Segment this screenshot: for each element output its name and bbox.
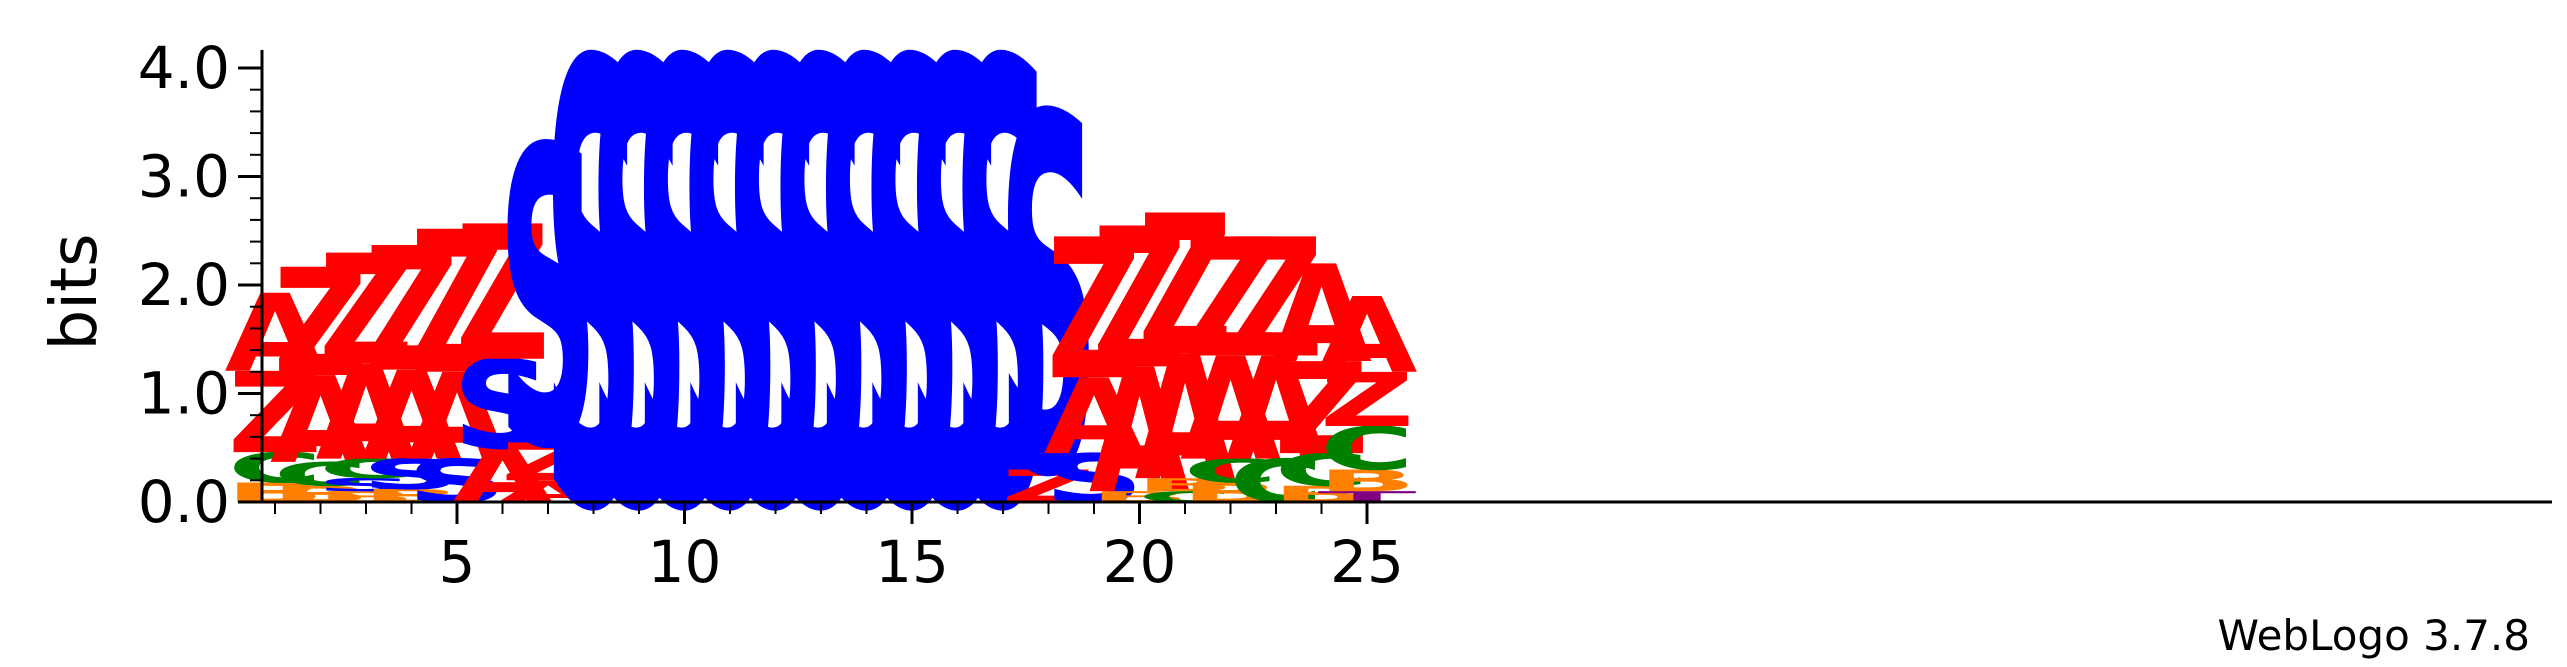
glyph-S-pos-17: S (952, 0, 1053, 647)
y-tick-label: 4.0 (138, 34, 230, 102)
glyph-A-pos-25: A (1317, 275, 1418, 397)
glyph-A-pos-23: A (1226, 329, 1327, 493)
y-tick-label: 0.0 (138, 468, 230, 536)
glyph-A-pos-2: A (270, 352, 371, 490)
glyph-A-pos-5: A (407, 349, 508, 487)
glyph-S-pos-8: S (543, 0, 644, 647)
axes (260, 50, 2552, 504)
y-tick-label: 3.0 (138, 143, 230, 211)
glyph-Z-pos-3: Z (319, 224, 414, 400)
glyph-A-pos-24: A (1271, 237, 1372, 393)
glyph-C-pos-25: C (1320, 414, 1414, 483)
glyph-A-pos-20: A (1089, 333, 1190, 532)
glyph-Z-pos-22: Z (1183, 204, 1278, 394)
glyph-S-pos-16: S (907, 0, 1008, 647)
glyph-A-pos-19: A (1044, 356, 1145, 478)
glyph-S-pos-6: S (452, 336, 553, 478)
glyph-S-pos-11: S (679, 0, 780, 647)
glyph-S-pos-7: S (497, 64, 598, 540)
glyph-Z-pos-23: Z (1229, 204, 1324, 394)
glyph-A-pos-22: A (1180, 329, 1281, 493)
x-tick-label: 10 (648, 528, 722, 596)
glyph-Z-pos-19: Z (1047, 198, 1142, 423)
x-tick-label: 20 (1103, 528, 1177, 596)
y-axis-label: bits (38, 234, 112, 351)
glyph-A-pos-1: A (225, 272, 326, 397)
y-axis-ticks: 0.0 1.0 2.0 3.0 4.0 (138, 34, 262, 536)
glyph-S-pos-14: S (816, 0, 917, 647)
glyph-S-pos-13: S (770, 0, 871, 647)
glyph-S-pos-10: S (634, 0, 735, 647)
y-tick-label: 1.0 (138, 360, 230, 428)
glyph-C-pos-24: C (1274, 444, 1368, 496)
glyph-B-pos-25: B (1317, 464, 1416, 499)
weblogo-version-label: WebLogo 3.7.8 (2218, 611, 2531, 660)
x-tick-label: 5 (439, 528, 476, 596)
glyph-Z-pos-5: Z (410, 190, 505, 418)
glyph-S-pos-15: S (861, 0, 962, 647)
glyph-A-pos-21: A (1135, 320, 1236, 519)
glyph-Z-pos-25: Z (1320, 357, 1415, 444)
glyph-C-pos-22: C (1183, 452, 1277, 490)
x-tick-label: 15 (875, 528, 949, 596)
glyph-stacks: BCZABCAZBSCAZBSAZSAZASZAZSSSSSSSSSSSZSSA… (225, 0, 1418, 647)
glyph-A-pos-4: A (361, 346, 462, 488)
glyph-A-pos-3: A (316, 337, 417, 489)
glyph-S-pos-18: S (998, 15, 1099, 586)
glyph-Z-pos-20: Z (1092, 187, 1187, 412)
x-tick-label: 25 (1330, 528, 1404, 596)
glyph-S-pos-3: S (315, 475, 416, 496)
y-tick-label: 2.0 (138, 251, 230, 319)
glyph-Z-pos-7: Z (501, 433, 596, 493)
glyph-Z-pos-4: Z (364, 211, 459, 410)
glyph-S-pos-12: S (725, 0, 826, 647)
glyph-S-pos-4: S (361, 451, 462, 499)
glyph-Z-pos-1: Z (228, 348, 323, 478)
glyph-C-pos-2: C (273, 456, 367, 494)
glyph-Z-pos-21: Z (1138, 174, 1233, 399)
glyph-C-pos-1: C (228, 444, 322, 493)
glyph-B-pos-21: B (1135, 475, 1234, 496)
glyph-Z-pos-2: Z (273, 237, 368, 410)
glyph-Z-pos-6: Z (455, 186, 550, 402)
glyph-S-pos-9: S (588, 0, 689, 647)
glyph-Z-pos-24: Z (1274, 337, 1369, 484)
x-axis-ticks: 5 10 15 20 25 (274, 502, 1404, 596)
glyph-C-pos-3: C (319, 453, 413, 484)
